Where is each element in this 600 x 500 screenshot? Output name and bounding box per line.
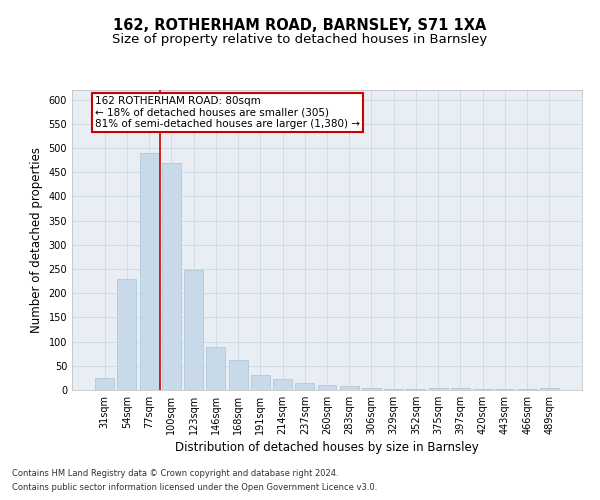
Bar	[162, 162, 181, 390]
Bar	[206, 348, 225, 390]
Bar	[140, 153, 158, 390]
Bar	[451, 388, 470, 390]
Bar	[362, 388, 381, 390]
Bar	[540, 388, 559, 390]
Bar	[340, 386, 359, 390]
Text: 162 ROTHERHAM ROAD: 80sqm
← 18% of detached houses are smaller (305)
81% of semi: 162 ROTHERHAM ROAD: 80sqm ← 18% of detac…	[95, 96, 359, 129]
Bar	[473, 388, 492, 390]
Bar	[273, 380, 292, 390]
X-axis label: Distribution of detached houses by size in Barnsley: Distribution of detached houses by size …	[175, 441, 479, 454]
Text: Contains HM Land Registry data © Crown copyright and database right 2024.: Contains HM Land Registry data © Crown c…	[12, 468, 338, 477]
Bar	[251, 376, 270, 390]
Bar	[95, 378, 114, 390]
Text: Size of property relative to detached houses in Barnsley: Size of property relative to detached ho…	[112, 32, 488, 46]
Bar	[384, 388, 403, 390]
Bar	[317, 385, 337, 390]
Bar	[518, 388, 536, 390]
Bar	[229, 360, 248, 390]
Bar	[118, 278, 136, 390]
Text: Contains public sector information licensed under the Open Government Licence v3: Contains public sector information licen…	[12, 484, 377, 492]
Y-axis label: Number of detached properties: Number of detached properties	[30, 147, 43, 333]
Text: 162, ROTHERHAM ROAD, BARNSLEY, S71 1XA: 162, ROTHERHAM ROAD, BARNSLEY, S71 1XA	[113, 18, 487, 32]
Bar	[406, 388, 425, 390]
Bar	[295, 383, 314, 390]
Bar	[496, 388, 514, 390]
Bar	[429, 388, 448, 390]
Bar	[184, 270, 203, 390]
